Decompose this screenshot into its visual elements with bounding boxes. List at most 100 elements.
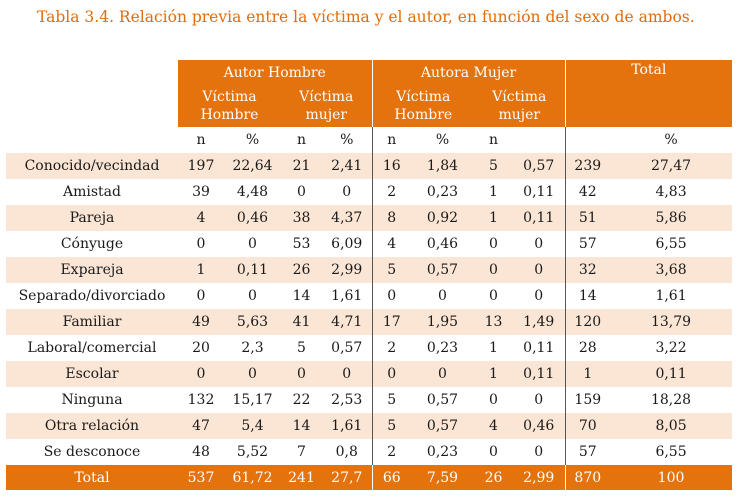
table-cell: 2 bbox=[387, 184, 397, 200]
table-cell: 0 bbox=[513, 231, 566, 257]
col-pct: % bbox=[610, 127, 733, 153]
table-cell: 0 bbox=[513, 387, 566, 413]
table-cell: 5 bbox=[474, 153, 513, 179]
table-cell: 14 bbox=[578, 288, 597, 304]
table-cell: 53 bbox=[292, 236, 311, 252]
row-label: Amistad bbox=[63, 184, 121, 200]
header-victima-mujer-2b: mujer bbox=[474, 107, 566, 127]
table-cell: 0 bbox=[322, 361, 373, 387]
table-cell: 132 bbox=[187, 392, 215, 408]
table-cell: 5 bbox=[372, 257, 411, 283]
table-cell: 1 bbox=[178, 257, 224, 283]
table-cell: 3,68 bbox=[610, 257, 733, 283]
table-cell: 28 bbox=[578, 340, 597, 356]
table-cell: 5 bbox=[387, 392, 397, 408]
table-cell: 39 bbox=[192, 184, 210, 200]
table-cell: 0 bbox=[489, 444, 498, 460]
table-cell: 70 bbox=[565, 413, 611, 439]
table-cell: 66 bbox=[372, 465, 411, 490]
table-cell: 0,57 bbox=[322, 335, 373, 361]
table-cell: 1,84 bbox=[411, 153, 474, 179]
row-label: Total bbox=[6, 465, 178, 490]
table-cell: 51 bbox=[565, 205, 611, 231]
table-cell: 0 bbox=[513, 257, 566, 283]
table-cell: 5,86 bbox=[610, 205, 733, 231]
col-n: n bbox=[281, 127, 322, 153]
table-cell: 16 bbox=[372, 153, 411, 179]
table-cell: 1,49 bbox=[513, 309, 566, 335]
table-cell: 0,8 bbox=[322, 439, 373, 465]
table-cell: 0 bbox=[438, 288, 447, 304]
table-cell: 1 bbox=[565, 361, 611, 387]
table-cell: 1,61 bbox=[655, 288, 687, 304]
table-cell: 2,53 bbox=[322, 387, 373, 413]
table-cell: 15,17 bbox=[232, 392, 273, 408]
row-label: Otra relación bbox=[6, 413, 178, 439]
table-cell: 1,61 bbox=[322, 413, 373, 439]
table-cell: 239 bbox=[565, 153, 611, 179]
table-cell: 241 bbox=[281, 465, 322, 490]
header-total: Total bbox=[565, 60, 733, 107]
row-label: Laboral/comercial bbox=[27, 340, 157, 356]
table-cell: 5 bbox=[372, 413, 411, 439]
table-cell: 2,99 bbox=[513, 465, 566, 490]
table-cell: 5 bbox=[297, 340, 306, 356]
table-cell: 0,92 bbox=[411, 205, 474, 231]
table-cell: 49 bbox=[178, 309, 224, 335]
table-cell: 0,11 bbox=[513, 361, 566, 387]
table-cell: 2,99 bbox=[322, 257, 373, 283]
table-cell: 14 bbox=[281, 413, 322, 439]
table-cell: 5,63 bbox=[224, 309, 281, 335]
table-row: Conocido/vecindad 197 22,64 21 2,41 16 1,84 5 0,… bbox=[6, 153, 733, 179]
total-row: Total 537 61,72 241 27,7 66 7,59 26 2,99 870 100 bbox=[6, 465, 733, 490]
row-label: Familiar bbox=[6, 309, 178, 335]
table-cell: 38 bbox=[281, 205, 322, 231]
table-cell: 18,28 bbox=[650, 392, 692, 408]
table-cell: 13 bbox=[474, 309, 513, 335]
header-victima-mujer-1b: Víctima bbox=[474, 86, 566, 107]
table-cell: 7 bbox=[297, 444, 306, 460]
table-cell: 0,11 bbox=[513, 205, 566, 231]
table-cell: 197 bbox=[178, 153, 224, 179]
table-cell: 0,46 bbox=[224, 205, 281, 231]
table-cell: 537 bbox=[178, 465, 224, 490]
table-row: Laboral/comercial 20 2,3 5 0,57 2 0,23 1 0,11 28 3… bbox=[6, 335, 732, 361]
table-cell: 0 bbox=[489, 236, 498, 252]
table-cell: 21 bbox=[281, 153, 322, 179]
table-cell: 6,09 bbox=[322, 231, 373, 257]
header-victima-mujer-1: Víctima bbox=[281, 86, 373, 107]
table-cell: 0,11 bbox=[610, 361, 733, 387]
row-label: Cónyuge bbox=[60, 236, 124, 252]
table-cell: 0 bbox=[297, 184, 306, 200]
table-cell: 4,37 bbox=[322, 205, 373, 231]
table-cell: 0 bbox=[248, 236, 257, 252]
table-cell: 0 bbox=[196, 288, 206, 304]
header-autor-hombre: Autor Hombre bbox=[178, 60, 373, 86]
table-cell: 0 bbox=[178, 361, 224, 387]
header-victima-hombre-2b: Hombre bbox=[372, 107, 474, 127]
table-cell: 0 bbox=[489, 392, 498, 408]
header-autora-mujer: Autora Mujer bbox=[372, 60, 566, 86]
table-row: Pareja 4 0,46 38 4,37 8 0,92 1 0,11 51 5,86 bbox=[6, 205, 733, 231]
table-cell: 0 bbox=[322, 179, 373, 205]
table-cell: 2 bbox=[387, 340, 397, 356]
table-cell: 0 bbox=[224, 361, 281, 387]
table-cell: 57 bbox=[578, 236, 597, 252]
table-row: Escolar 0 0 0 0 0 0 1 0,11 1 0,11 bbox=[6, 361, 733, 387]
table-cell: 27,7 bbox=[322, 465, 373, 490]
table-cell: 0,11 bbox=[513, 179, 566, 205]
table-cell: 8 bbox=[372, 205, 411, 231]
table-row: Familiar 49 5,63 41 4,71 17 1,95 13 1,49 120 13,79 bbox=[6, 309, 733, 335]
table-title: Tabla 3.4. Relación previa entre la víct… bbox=[37, 8, 695, 26]
table-cell: 5,4 bbox=[224, 413, 281, 439]
table-cell: 41 bbox=[281, 309, 322, 335]
row-label: Separado/divorciado bbox=[18, 288, 166, 304]
table-cell: 0 bbox=[372, 361, 411, 387]
header-victima-mujer-2: mujer bbox=[281, 107, 373, 127]
table-cell: 1 bbox=[474, 205, 513, 231]
table-cell: 0,23 bbox=[426, 444, 459, 460]
table-cell: 159 bbox=[574, 392, 602, 408]
table-cell: 2,41 bbox=[322, 153, 373, 179]
table-cell: 0,46 bbox=[513, 413, 566, 439]
table-cell: 0,11 bbox=[513, 335, 566, 361]
